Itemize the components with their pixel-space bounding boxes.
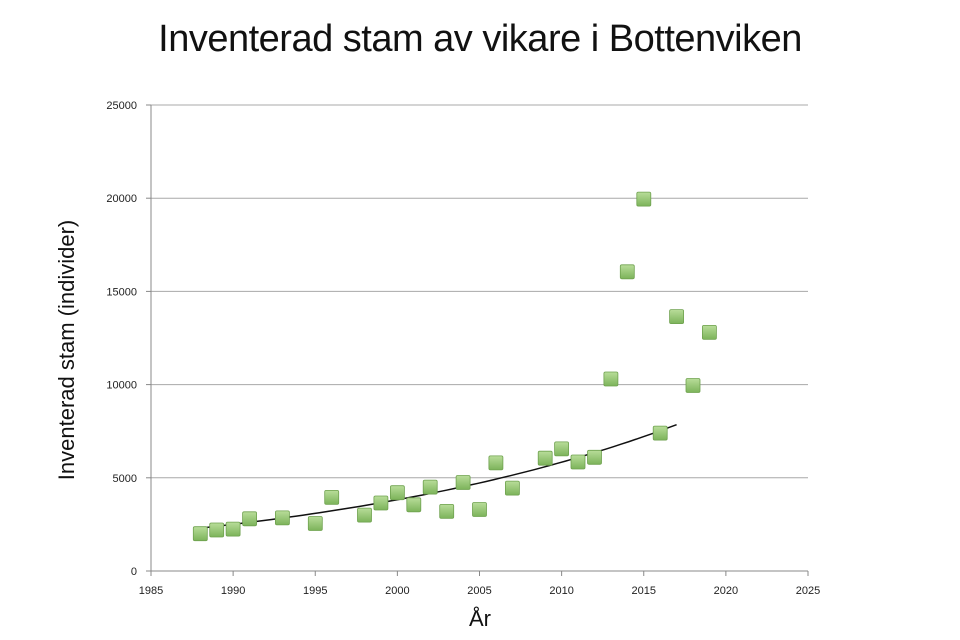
x-tick-label: 1990 bbox=[221, 585, 245, 597]
y-tick-label: 15000 bbox=[106, 286, 137, 298]
data-point-2003 bbox=[439, 503, 455, 519]
data-points bbox=[192, 191, 717, 542]
x-tick-label: 1995 bbox=[303, 585, 327, 597]
x-tick-labels: 1985 1990 1995 2000 2005 2010 2015 2020 2025 bbox=[139, 585, 820, 597]
data-point-2013 bbox=[603, 371, 619, 387]
x-tick-label: 1985 bbox=[139, 585, 163, 597]
data-point-2007 bbox=[504, 480, 520, 496]
data-point-1998 bbox=[357, 507, 372, 523]
x-tick-label: 2010 bbox=[549, 585, 573, 597]
gridlines bbox=[151, 104, 808, 479]
data-point-2004 bbox=[455, 475, 471, 490]
axes bbox=[146, 104, 809, 576]
data-point-1993 bbox=[274, 510, 290, 526]
data-point-2005 bbox=[472, 502, 487, 517]
data-point-2009 bbox=[537, 450, 553, 466]
x-tick-label: 2025 bbox=[796, 585, 820, 597]
data-point-1999 bbox=[373, 495, 389, 511]
data-point-1991 bbox=[242, 511, 258, 527]
data-point-1989 bbox=[209, 522, 225, 538]
y-axis-label: Inventerad stam (individer) bbox=[54, 220, 79, 480]
data-point-2010 bbox=[554, 441, 569, 457]
y-tick-label: 5000 bbox=[113, 473, 137, 485]
data-point-2018 bbox=[685, 378, 701, 393]
trendline bbox=[200, 423, 677, 529]
x-axis-label: År bbox=[469, 606, 491, 631]
data-point-1990 bbox=[225, 521, 241, 537]
data-point-2019 bbox=[702, 324, 717, 340]
data-point-1988 bbox=[192, 526, 208, 542]
y-tick-label: 25000 bbox=[106, 100, 137, 112]
x-tick-label: 2020 bbox=[714, 585, 738, 597]
y-tick-label: 20000 bbox=[106, 193, 137, 205]
data-point-2002 bbox=[422, 479, 438, 495]
y-tick-labels: 0 5000 10000 15000 20000 25000 bbox=[106, 100, 137, 578]
x-tick-label: 2015 bbox=[632, 585, 656, 597]
data-point-1996 bbox=[324, 489, 340, 505]
y-tick-label: 10000 bbox=[106, 380, 137, 392]
data-point-1995 bbox=[307, 516, 323, 531]
chart-title: Inventerad stam av vikare i Bottenviken bbox=[158, 18, 802, 60]
data-point-2001 bbox=[406, 497, 422, 513]
x-tick-label: 2005 bbox=[467, 585, 491, 597]
y-tick-label: 0 bbox=[131, 566, 137, 578]
data-point-2014 bbox=[619, 264, 635, 280]
data-point-2017 bbox=[669, 309, 684, 325]
data-point-2000 bbox=[389, 485, 405, 501]
data-point-2011 bbox=[570, 454, 586, 470]
data-point-2016 bbox=[652, 425, 668, 441]
data-point-2015 bbox=[636, 191, 652, 207]
x-tick-label: 2000 bbox=[385, 585, 409, 597]
data-point-2012 bbox=[587, 449, 602, 465]
data-point-2006 bbox=[488, 455, 504, 471]
